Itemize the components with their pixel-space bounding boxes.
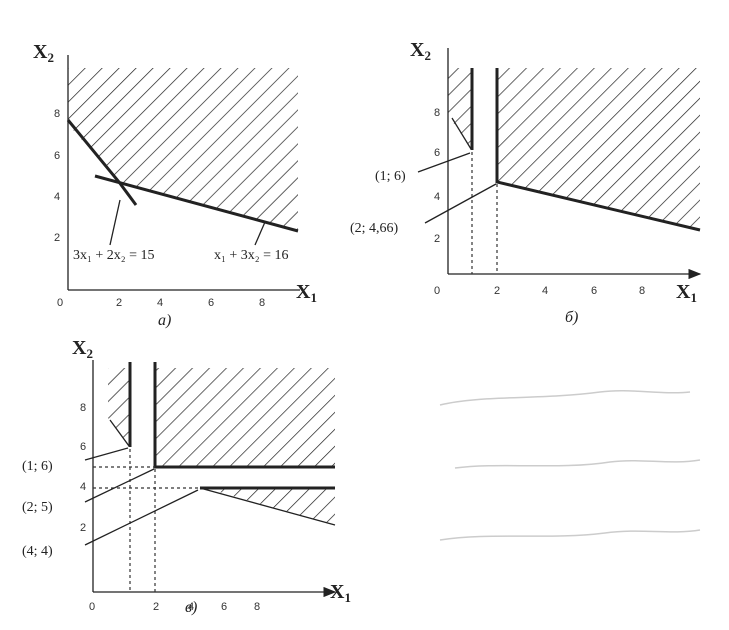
axis-index: 2: [424, 48, 431, 63]
point-label: (2; 5): [22, 500, 53, 515]
axis-symbol: X: [676, 281, 691, 303]
y-axis-label: X2: [72, 337, 93, 361]
y-tick-label: 4: [80, 481, 86, 493]
axis-symbol: X: [33, 41, 48, 63]
feasible-region: [108, 368, 130, 447]
axis-index: 1: [690, 290, 697, 305]
x-tick-label: 8: [259, 297, 265, 309]
constraint-label: 3x₁ + 2x₂ = 15: [73, 248, 155, 263]
leader: [84, 489, 199, 546]
axis-index: 2: [86, 346, 93, 361]
feasible-region: [448, 68, 472, 150]
x-tick-label: 6: [208, 297, 214, 309]
x-tick-label: 6: [591, 285, 597, 297]
point-label: (1; 6): [375, 169, 406, 184]
y-tick-label: 6: [54, 150, 60, 162]
x-tick-label: 2: [494, 285, 500, 297]
scan-mark: [439, 529, 701, 541]
scan-marks: [439, 390, 701, 541]
y-tick-label: 2: [80, 522, 86, 534]
axis-symbol: X: [330, 581, 345, 603]
axis-index: 2: [47, 50, 54, 65]
axis-symbol: X: [296, 281, 311, 303]
leader: [417, 152, 471, 173]
x-axis-label: X1: [676, 281, 697, 305]
x-axis-label: X1: [296, 281, 317, 305]
x-tick-label: 2: [116, 297, 122, 309]
axis-symbol: X: [410, 39, 425, 61]
leader: [109, 199, 121, 246]
x-tick-label: 8: [254, 601, 260, 613]
point-label: (4; 4): [22, 544, 53, 559]
feasible-region: [497, 68, 700, 230]
leader: [84, 447, 129, 461]
x-tick-label: 4: [542, 285, 548, 297]
scan-mark: [439, 390, 691, 406]
constraint-line: [495, 68, 701, 232]
constraint-line: [109, 419, 130, 447]
x-tick-label: 4: [157, 297, 163, 309]
constraint-line: [199, 487, 336, 526]
x-tick-label: 2: [153, 601, 159, 613]
panel-a: X2 X1 0 2 4 6 8 2 4 6 8 3x₁ + 2x₂ = 15 x…: [33, 41, 317, 329]
y-tick-label: 8: [434, 107, 440, 119]
y-tick-label: 6: [434, 147, 440, 159]
leader: [254, 221, 266, 246]
x-axis-label: X1: [330, 581, 351, 605]
x-tick-label: 8: [639, 285, 645, 297]
panel-c: X2 X1 0 2 4 6 8 2 4 6 8 (1; 6) (2; 5) (4…: [22, 337, 351, 616]
x-tick-label: 4: [188, 601, 194, 613]
y-axis-label: X2: [33, 41, 54, 65]
point-label: (2; 4,66): [350, 221, 399, 236]
caption: в): [185, 599, 197, 616]
y-tick-label: 2: [54, 232, 60, 244]
panel-b: X2 X1 0 2 4 6 8 2 4 6 8 (1; 6) (2; 4,66)…: [350, 39, 702, 326]
caption: б): [565, 309, 578, 326]
feasible-region: [155, 368, 335, 467]
constraint-label: x₁ + 3x₂ = 16: [214, 248, 289, 263]
constraint-line: [451, 117, 472, 150]
feasible-region: [68, 68, 298, 231]
y-tick-label: 4: [434, 191, 440, 203]
y-tick-label: 8: [54, 108, 60, 120]
y-tick-label: 4: [54, 191, 60, 203]
constraint-line: [94, 174, 299, 233]
x-tick-label: 6: [221, 601, 227, 613]
leader: [84, 468, 155, 503]
y-tick-label: 2: [434, 233, 440, 245]
y-tick-label: 6: [80, 441, 86, 453]
x-tick-label: 0: [434, 285, 440, 297]
axis-index: 1: [310, 290, 317, 305]
caption: а): [158, 312, 171, 329]
point-label: (1; 6): [22, 459, 53, 474]
scan-mark: [454, 459, 701, 469]
axis-symbol: X: [72, 337, 87, 359]
x-tick-label: 0: [89, 601, 95, 613]
y-tick-label: 8: [80, 402, 86, 414]
leader: [424, 183, 497, 224]
axis-index: 1: [344, 590, 351, 605]
y-axis-label: X2: [410, 39, 431, 63]
x-tick-label: 0: [57, 297, 63, 309]
